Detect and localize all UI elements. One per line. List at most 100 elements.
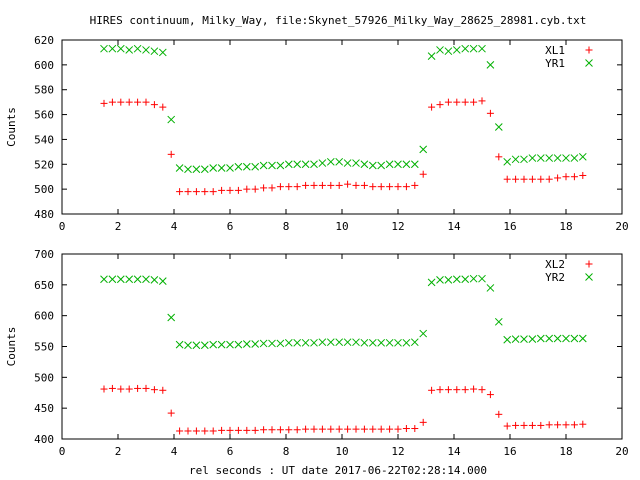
data-point [234, 426, 242, 434]
series-xl1 [100, 97, 587, 196]
data-point [260, 426, 268, 434]
data-point [201, 427, 209, 435]
data-point [494, 317, 503, 326]
data-point [335, 425, 343, 433]
data-point [268, 161, 276, 170]
x-tick-label: 6 [227, 220, 234, 233]
data-point [192, 427, 200, 435]
data-point [511, 335, 520, 343]
data-point [428, 386, 436, 394]
data-point [553, 334, 562, 343]
data-point [133, 275, 142, 284]
y-tick-label: 600 [34, 59, 54, 72]
data-point [176, 427, 184, 435]
data-point [578, 334, 587, 343]
data-point [427, 278, 436, 287]
data-point [310, 181, 318, 189]
x-tick-label: 8 [283, 220, 290, 233]
data-point [125, 46, 134, 54]
data-point [520, 421, 528, 429]
data-point [276, 426, 284, 434]
x-tick-label: 20 [615, 445, 628, 458]
y-tick-label: 500 [34, 183, 54, 196]
data-point [293, 426, 301, 434]
plot-frame [61, 253, 623, 440]
data-point [545, 154, 554, 162]
data-point [545, 334, 554, 343]
data-point [503, 157, 512, 166]
data-point [436, 386, 444, 394]
data-point [410, 160, 419, 169]
data-point [251, 162, 260, 171]
data-point [453, 386, 461, 394]
data-point [360, 338, 369, 347]
data-point [259, 161, 268, 170]
data-point [134, 98, 142, 106]
x-tick-label: 14 [447, 220, 461, 233]
x-tick-label: 20 [615, 220, 628, 233]
data-point [452, 46, 461, 54]
data-point [402, 425, 410, 433]
y-tick-label: 400 [34, 433, 54, 446]
data-point [486, 61, 495, 69]
data-point [285, 426, 293, 434]
data-point [528, 421, 536, 429]
data-point [217, 340, 226, 349]
data-point [184, 165, 192, 174]
data-point [217, 164, 226, 172]
data-point [167, 409, 175, 417]
data-point [545, 175, 553, 183]
data-point [100, 44, 108, 53]
data-point [444, 386, 452, 394]
data-point [470, 385, 478, 393]
x-tick-label: 4 [171, 220, 178, 233]
legend-label: XL1 [545, 44, 565, 57]
data-point [318, 338, 327, 347]
data-point [486, 284, 495, 292]
data-point [453, 98, 461, 106]
data-point [503, 175, 511, 183]
data-point [100, 275, 108, 284]
data-point [394, 160, 402, 169]
x-tick-label: 12 [391, 445, 404, 458]
data-point [259, 339, 268, 348]
data-point [419, 418, 427, 426]
legend-marker [585, 260, 593, 268]
data-point [537, 175, 545, 183]
data-point [335, 338, 344, 347]
data-point [108, 98, 116, 106]
data-point [201, 188, 209, 196]
data-point [537, 421, 545, 429]
data-point [436, 276, 444, 284]
data-point [495, 410, 503, 418]
x-tick-label: 2 [115, 220, 122, 233]
data-point [200, 341, 209, 350]
data-point [108, 275, 117, 284]
x-tick-label: 10 [335, 220, 348, 233]
data-point [385, 160, 394, 169]
data-point [344, 425, 352, 433]
data-point [562, 334, 570, 343]
data-point [192, 341, 201, 350]
data-point [302, 181, 310, 189]
data-point [318, 181, 326, 189]
data-point [159, 386, 167, 394]
data-point [209, 188, 217, 196]
plot-frame [61, 39, 623, 215]
x-tick-label: 2 [115, 445, 122, 458]
y-tick-label: 450 [34, 402, 54, 415]
data-point [410, 338, 419, 347]
data-point [377, 183, 385, 191]
data-point [326, 338, 335, 347]
legend-marker [585, 46, 593, 54]
x-tick-label: 16 [503, 445, 516, 458]
data-point [579, 420, 587, 428]
x-tick-label: 14 [447, 445, 461, 458]
data-point [520, 175, 528, 183]
data-point [150, 101, 158, 109]
data-point [436, 46, 444, 54]
data-point [478, 274, 486, 283]
data-point [159, 103, 167, 111]
data-point [108, 44, 117, 53]
data-point [158, 48, 167, 57]
